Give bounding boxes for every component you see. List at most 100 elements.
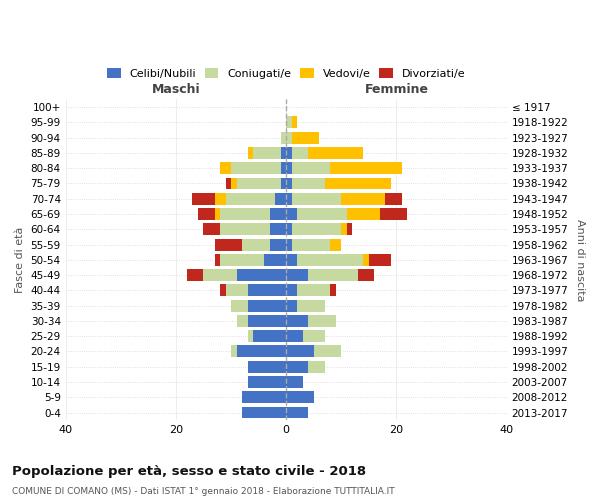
Bar [286, 208, 297, 220]
Bar [203, 269, 236, 281]
Bar [286, 284, 297, 296]
Bar [347, 224, 352, 235]
Bar [231, 300, 248, 312]
Bar [341, 224, 347, 235]
Bar [215, 254, 220, 266]
Bar [308, 315, 336, 327]
Bar [215, 193, 226, 204]
Bar [248, 360, 286, 372]
Bar [286, 330, 303, 342]
Bar [331, 162, 402, 174]
Bar [231, 178, 236, 190]
Text: Maschi: Maschi [152, 84, 200, 96]
Bar [325, 178, 391, 190]
Bar [231, 346, 236, 358]
Bar [220, 254, 264, 266]
Bar [269, 224, 286, 235]
Bar [297, 208, 347, 220]
Bar [286, 360, 308, 372]
Bar [292, 224, 341, 235]
Bar [286, 162, 292, 174]
Text: COMUNE DI COMANO (MS) - Dati ISTAT 1° gennaio 2018 - Elaborazione TUTTITALIA.IT: COMUNE DI COMANO (MS) - Dati ISTAT 1° ge… [12, 488, 395, 496]
Bar [236, 269, 286, 281]
Bar [203, 224, 220, 235]
Bar [292, 147, 308, 159]
Bar [253, 147, 281, 159]
Bar [253, 330, 286, 342]
Bar [286, 269, 308, 281]
Bar [226, 193, 275, 204]
Bar [292, 116, 297, 128]
Y-axis label: Fasce di età: Fasce di età [15, 226, 25, 293]
Bar [215, 208, 220, 220]
Bar [220, 162, 231, 174]
Bar [292, 162, 331, 174]
Bar [286, 346, 314, 358]
Bar [275, 193, 286, 204]
Bar [248, 300, 286, 312]
Y-axis label: Anni di nascita: Anni di nascita [575, 218, 585, 301]
Bar [297, 254, 364, 266]
Bar [380, 208, 407, 220]
Bar [248, 147, 253, 159]
Bar [292, 132, 319, 143]
Bar [281, 178, 286, 190]
Bar [331, 238, 341, 250]
Bar [292, 178, 325, 190]
Bar [248, 376, 286, 388]
Bar [236, 178, 281, 190]
Bar [369, 254, 391, 266]
Bar [292, 193, 341, 204]
Bar [220, 224, 269, 235]
Bar [198, 208, 215, 220]
Bar [286, 193, 292, 204]
Bar [226, 178, 231, 190]
Bar [286, 406, 308, 418]
Bar [347, 208, 380, 220]
Bar [286, 315, 308, 327]
Bar [286, 300, 297, 312]
Bar [248, 284, 286, 296]
Bar [364, 254, 369, 266]
Bar [314, 346, 341, 358]
Bar [286, 178, 292, 190]
Bar [286, 116, 292, 128]
Bar [187, 269, 203, 281]
Bar [236, 346, 286, 358]
Bar [242, 392, 286, 403]
Bar [286, 147, 292, 159]
Bar [331, 284, 336, 296]
Bar [231, 162, 281, 174]
Bar [193, 193, 215, 204]
Bar [358, 269, 374, 281]
Bar [286, 224, 292, 235]
Bar [281, 162, 286, 174]
Text: Popolazione per età, sesso e stato civile - 2018: Popolazione per età, sesso e stato civil… [12, 465, 366, 478]
Bar [220, 208, 269, 220]
Bar [297, 300, 325, 312]
Bar [286, 238, 292, 250]
Bar [286, 254, 297, 266]
Bar [297, 284, 331, 296]
Bar [286, 132, 292, 143]
Bar [385, 193, 402, 204]
Bar [248, 315, 286, 327]
Bar [303, 330, 325, 342]
Bar [292, 238, 331, 250]
Bar [242, 406, 286, 418]
Bar [281, 132, 286, 143]
Bar [269, 238, 286, 250]
Text: Femmine: Femmine [364, 84, 428, 96]
Bar [236, 315, 248, 327]
Bar [248, 330, 253, 342]
Bar [264, 254, 286, 266]
Bar [269, 208, 286, 220]
Bar [215, 238, 242, 250]
Bar [286, 376, 303, 388]
Bar [308, 269, 358, 281]
Legend: Celibi/Nubili, Coniugati/e, Vedovi/e, Divorziati/e: Celibi/Nubili, Coniugati/e, Vedovi/e, Di… [103, 64, 469, 83]
Bar [308, 360, 325, 372]
Bar [308, 147, 364, 159]
Bar [286, 392, 314, 403]
Bar [226, 284, 248, 296]
